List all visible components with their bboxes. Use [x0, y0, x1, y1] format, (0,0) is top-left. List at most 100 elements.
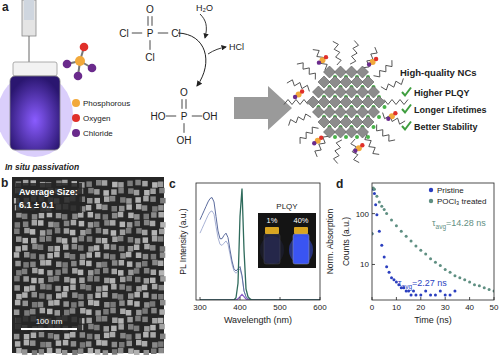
nanocrystal	[24, 310, 30, 316]
nanocrystal	[54, 252, 60, 257]
nanocrystal	[32, 244, 38, 250]
nanocrystal	[142, 285, 148, 291]
data-point	[375, 195, 378, 198]
nanocrystal	[104, 302, 110, 308]
data-point	[453, 290, 456, 293]
nanocrystal	[86, 181, 92, 187]
annotation-subscript: avg	[436, 223, 447, 231]
nanocrystal	[64, 277, 70, 283]
nanocrystal	[134, 350, 140, 355]
panel-d: d0102030405010100Time (ns)Counts (a.u.)P…	[336, 177, 499, 325]
legend-label: Chloride	[83, 129, 113, 138]
atom	[353, 149, 357, 153]
syringe-liquid	[24, 0, 34, 20]
nanocrystal	[150, 278, 156, 284]
legend-label: Pristine	[437, 186, 464, 195]
nanocrystal	[118, 236, 124, 242]
atom	[360, 143, 364, 147]
nanocrystal	[80, 260, 86, 266]
nanocrystal	[118, 348, 124, 354]
nanocrystal	[150, 332, 156, 338]
atom	[317, 60, 321, 64]
process-arrow	[234, 86, 292, 130]
data-point	[400, 230, 403, 233]
data-point	[374, 203, 377, 206]
nanocrystal	[102, 262, 108, 268]
spectrum-line	[200, 197, 320, 300]
nanocrystal	[158, 236, 164, 242]
nanocrystal	[143, 237, 149, 243]
atom	[393, 111, 397, 115]
ligand	[350, 41, 358, 65]
nanocrystal	[86, 309, 92, 315]
panel-b: bAverage Size:6.1 ± 0.1100 nm	[1, 176, 166, 355]
nanocrystal	[136, 253, 142, 259]
nanocrystal	[150, 245, 156, 251]
result-item: Better Stability	[414, 122, 478, 132]
nanocrystal	[40, 236, 46, 242]
nanocrystal	[64, 310, 70, 316]
nanocrystal	[38, 302, 44, 308]
check-mark	[402, 122, 411, 130]
plot-frame	[372, 183, 494, 300]
nanocrystal	[144, 326, 150, 332]
inset-title: PLQY	[276, 202, 298, 211]
nanocrystal	[150, 325, 156, 331]
nanocrystal	[103, 350, 109, 355]
panel-label: b	[1, 176, 8, 190]
cation	[366, 135, 370, 139]
data-point	[478, 284, 481, 287]
ligand	[297, 63, 316, 80]
data-point	[390, 276, 393, 279]
annotation-subscript: avg	[402, 283, 413, 291]
nanocrystal	[96, 316, 102, 322]
reaction-arrow	[178, 33, 206, 86]
nanocrystal	[62, 214, 68, 220]
nanocrystal	[32, 292, 38, 298]
nanocrystal	[95, 198, 101, 204]
nanocrystal	[134, 326, 140, 332]
ligand	[333, 41, 341, 65]
nanocrystal	[80, 332, 86, 338]
nanocrystal	[39, 332, 45, 338]
tick-label: 20	[416, 303, 425, 312]
nanocrystal	[86, 318, 92, 324]
nanocrystal	[158, 341, 164, 347]
data-point	[468, 281, 471, 284]
nanocrystal	[152, 260, 158, 266]
nanocrystal	[142, 230, 148, 236]
nanocrystal	[39, 254, 45, 260]
nanocrystal	[152, 342, 158, 348]
nanocrystal	[24, 228, 30, 234]
nanocrystal	[144, 350, 150, 355]
nanocrystal	[158, 294, 164, 300]
nanocrystal	[120, 222, 126, 228]
spectrum-line	[200, 211, 320, 300]
nanocrystal	[112, 260, 118, 266]
legend-swatch	[429, 188, 433, 192]
nanocrystal	[103, 268, 109, 274]
nanocrystal	[150, 301, 156, 307]
atom	[367, 62, 371, 66]
nanocrystal	[79, 236, 85, 242]
data-point	[385, 265, 388, 268]
nanocrystal	[70, 254, 76, 260]
nanocrystal	[72, 292, 78, 298]
data-point	[444, 268, 447, 271]
nanocrystal	[152, 182, 158, 188]
nanocrystal	[14, 285, 20, 291]
nanocrystal	[103, 309, 109, 315]
bond	[184, 123, 185, 133]
reaction-arrow	[200, 14, 206, 38]
nanocrystal	[55, 270, 61, 276]
data-point	[463, 278, 466, 281]
data-point	[407, 290, 410, 293]
nanocrystal	[160, 246, 166, 252]
nanocrystal	[54, 222, 60, 228]
tick-label: 40	[465, 303, 474, 312]
nanocrystal	[111, 189, 117, 195]
nanocrystal	[79, 221, 85, 227]
data-point	[424, 253, 427, 256]
nanocrystal	[95, 214, 101, 220]
nanocrystal	[64, 253, 70, 259]
